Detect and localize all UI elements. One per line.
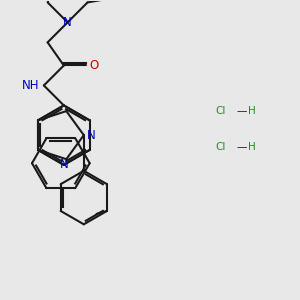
Text: O: O xyxy=(89,59,99,72)
Text: Cl: Cl xyxy=(215,142,226,152)
Text: NH: NH xyxy=(22,79,39,92)
Text: —: — xyxy=(236,142,247,152)
Text: H: H xyxy=(248,142,256,152)
Text: —: — xyxy=(236,106,247,116)
Text: N: N xyxy=(63,16,72,29)
Text: H: H xyxy=(248,106,256,116)
Text: Cl: Cl xyxy=(215,106,226,116)
Text: N: N xyxy=(87,129,96,142)
Text: N: N xyxy=(59,158,68,171)
